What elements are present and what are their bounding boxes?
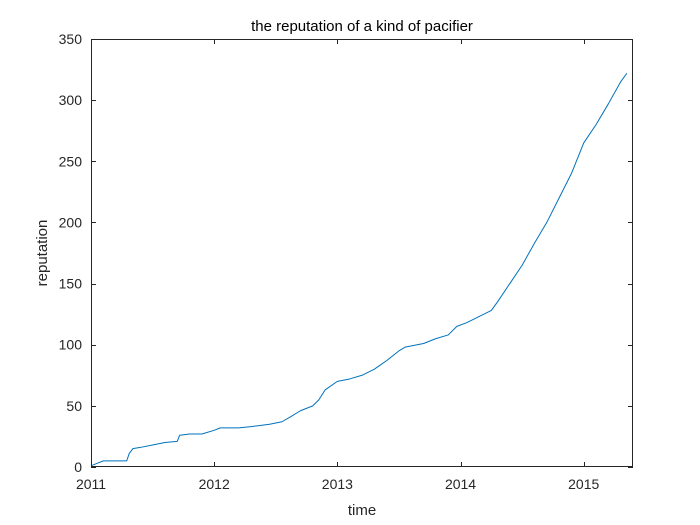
axes-box xyxy=(91,39,633,467)
y-tick-label-6: 300 xyxy=(59,92,83,108)
axes-layer xyxy=(91,39,633,467)
x-tick-label-0: 2011 xyxy=(76,476,106,492)
ticks-layer: 2011 2012 2013 2014 2015 0 50 100 150 200 250 300 35… xyxy=(59,31,633,492)
y-tick-label-4: 200 xyxy=(59,214,83,230)
y-tick-label-7: 350 xyxy=(59,31,83,47)
y-tick-label-1: 50 xyxy=(66,398,82,414)
y-tick-label-5: 250 xyxy=(59,153,83,169)
series-line-0 xyxy=(90,72,628,467)
x-tick-label-1: 2012 xyxy=(199,476,230,492)
y-axis-label: reputation xyxy=(34,220,51,287)
series-layer xyxy=(90,72,628,467)
x-tick-label-2: 2013 xyxy=(322,476,353,492)
x-tick-label-4: 2015 xyxy=(568,476,599,492)
x-axis-label: time xyxy=(348,502,376,519)
y-tick-label-0: 0 xyxy=(74,459,82,475)
y-tick-label-3: 150 xyxy=(59,276,83,292)
chart-title: the reputation of a kind of pacifier xyxy=(251,18,473,35)
y-tick-label-2: 100 xyxy=(59,337,83,353)
x-tick-label-3: 2014 xyxy=(445,476,476,492)
plot-background xyxy=(91,39,633,467)
